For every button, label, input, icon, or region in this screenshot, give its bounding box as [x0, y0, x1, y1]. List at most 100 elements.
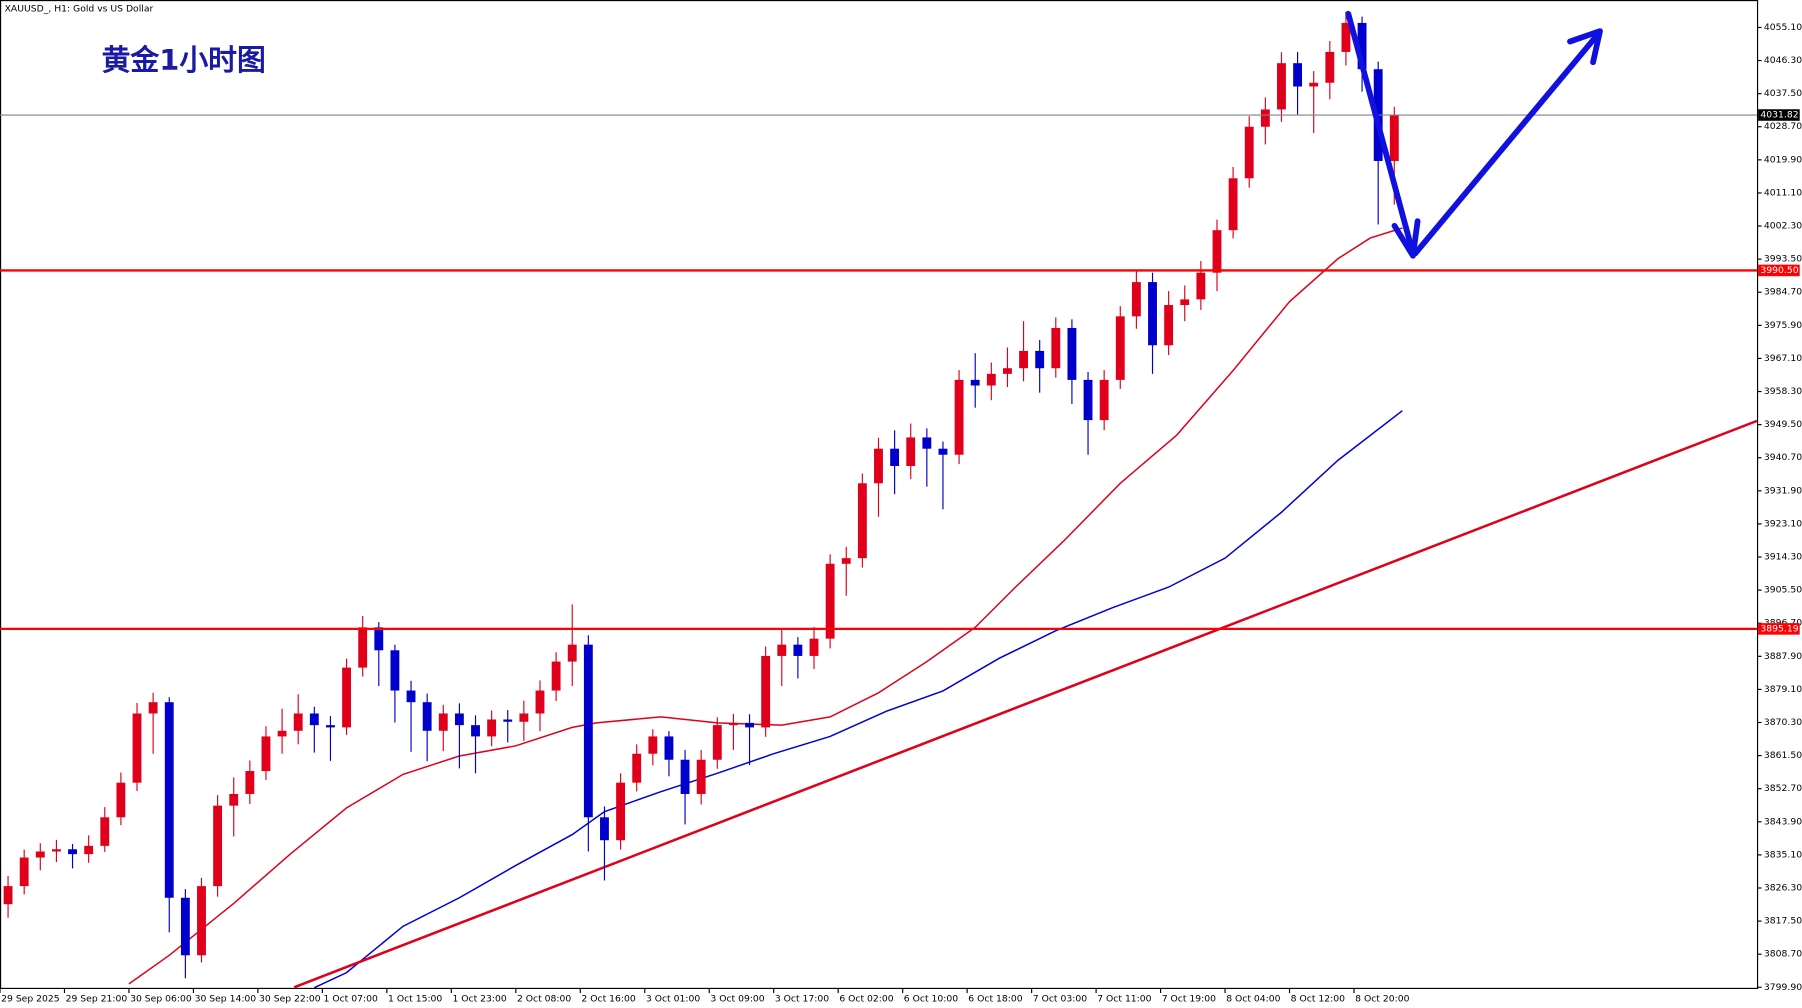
candle-body	[551, 661, 561, 691]
candle-body	[3, 886, 13, 905]
y-tick-label: 3949.50	[1764, 419, 1802, 430]
candle-body	[728, 722, 738, 726]
candle-body	[261, 736, 271, 772]
candle-body	[1115, 316, 1125, 380]
x-tick-label: 30 Sep 14:00	[195, 993, 257, 1004]
price-level-box	[1758, 623, 1800, 635]
y-tick-label: 3861.50	[1764, 750, 1802, 761]
y-tick-label: 3870.30	[1764, 717, 1802, 728]
candle-body	[1341, 22, 1351, 52]
y-tick-label: 4046.30	[1764, 55, 1802, 66]
trend-line	[293, 419, 1758, 989]
candle-body	[632, 753, 642, 783]
arrow-down	[1345, 10, 1416, 257]
candle-body	[406, 690, 416, 703]
x-tick-label: 3 Oct 09:00	[710, 993, 764, 1004]
candle-body	[809, 638, 819, 656]
candle-body	[180, 897, 190, 956]
candle-body	[648, 736, 658, 754]
x-tick-label: 30 Sep 06:00	[130, 993, 192, 1004]
x-tick-label: 7 Oct 19:00	[1162, 993, 1216, 1004]
x-tick-label: 3 Oct 01:00	[646, 993, 700, 1004]
arrow-head	[1567, 28, 1603, 66]
candle-body	[970, 379, 980, 386]
y-tick-label: 3958.30	[1764, 386, 1802, 397]
candle-body	[1244, 126, 1254, 179]
candle-body	[503, 719, 513, 722]
x-tick-label: 3 Oct 17:00	[775, 993, 829, 1004]
x-tick-label: 29 Sep 2025	[1, 993, 60, 1004]
candle-body	[712, 725, 722, 760]
candle-body	[841, 558, 851, 564]
moving-average	[313, 410, 1403, 989]
y-tick-label: 4037.50	[1764, 88, 1802, 99]
y-tick-label: 3923.10	[1764, 518, 1802, 529]
candle-body	[874, 448, 883, 484]
annotation: 黄金1小时图	[102, 43, 266, 77]
x-tick-label: 7 Oct 03:00	[1033, 993, 1087, 1004]
candle-body	[116, 782, 126, 818]
candle-body	[761, 655, 771, 728]
candle-body	[326, 725, 335, 728]
y-tick-label: 3967.10	[1764, 353, 1802, 364]
y-tick-label: 4002.30	[1764, 221, 1802, 232]
candle-body	[922, 437, 932, 449]
y-tick-label: 4055.10	[1764, 22, 1802, 33]
x-tick-label: 1 Oct 07:00	[324, 993, 378, 1004]
candle-body	[1083, 379, 1093, 421]
candle-body	[148, 702, 158, 714]
candle-body	[1277, 63, 1286, 110]
axes: 4055.10 4046.30 4037.50 4028.70 4019.90 4011.…	[0, 22, 1802, 1004]
x-tick-label: 6 Oct 10:00	[904, 993, 958, 1004]
y-tick-label: 4011.10	[1764, 187, 1802, 198]
x-tick-label: 6 Oct 02:00	[839, 993, 893, 1004]
y-tick-label: 3931.90	[1764, 485, 1802, 496]
candle-body	[583, 644, 593, 818]
x-tick-label: 2 Oct 16:00	[581, 993, 635, 1004]
x-tick-label: 1 Oct 23:00	[452, 993, 506, 1004]
candle-body	[19, 857, 29, 887]
y-tick-label: 3817.50	[1764, 916, 1802, 927]
y-tick-label: 3835.10	[1764, 849, 1802, 860]
candle-body	[390, 650, 400, 691]
x-tick-label: 7 Oct 11:00	[1097, 993, 1151, 1004]
candle-body	[1131, 282, 1141, 317]
candle-body	[1099, 379, 1109, 421]
candle-body	[487, 719, 497, 737]
candle-body	[825, 563, 835, 639]
y-tick-label: 3852.70	[1764, 783, 1802, 794]
y-tick-label: 4028.70	[1764, 121, 1802, 132]
x-tick-label: 8 Oct 20:00	[1355, 993, 1409, 1004]
indicator-lines	[128, 227, 1758, 989]
x-tick-label: 29 Sep 21:00	[66, 993, 128, 1004]
candle-body	[1228, 178, 1238, 231]
candle-body	[1325, 51, 1335, 83]
candle-body	[857, 483, 867, 559]
candle-body	[358, 627, 368, 668]
candle-body	[132, 713, 142, 783]
candle-body	[1180, 299, 1190, 306]
candle-body	[1067, 327, 1077, 380]
candle-body	[986, 373, 996, 386]
y-tick-label: 3914.30	[1764, 552, 1802, 563]
x-tick-label: 1 Oct 15:00	[388, 993, 442, 1004]
candle-body	[374, 627, 384, 651]
candle-body	[1003, 368, 1012, 374]
candle-body	[535, 690, 545, 714]
candle-body	[1260, 109, 1270, 127]
candle-body	[68, 849, 77, 855]
y-tick-label: 4019.90	[1764, 154, 1802, 165]
candle-body	[1196, 272, 1206, 300]
candle-body	[454, 713, 464, 726]
candle-body	[1051, 327, 1061, 369]
y-tick-label: 3808.70	[1764, 949, 1802, 960]
candle-body	[1357, 22, 1367, 70]
candle-body	[422, 702, 432, 731]
y-tick-label: 3975.90	[1764, 320, 1802, 331]
candle-body	[616, 782, 626, 841]
candle-body	[567, 644, 577, 662]
moving-average	[128, 227, 1403, 985]
y-tick-label: 3826.30	[1764, 883, 1802, 894]
x-tick-label: 8 Oct 04:00	[1226, 993, 1280, 1004]
